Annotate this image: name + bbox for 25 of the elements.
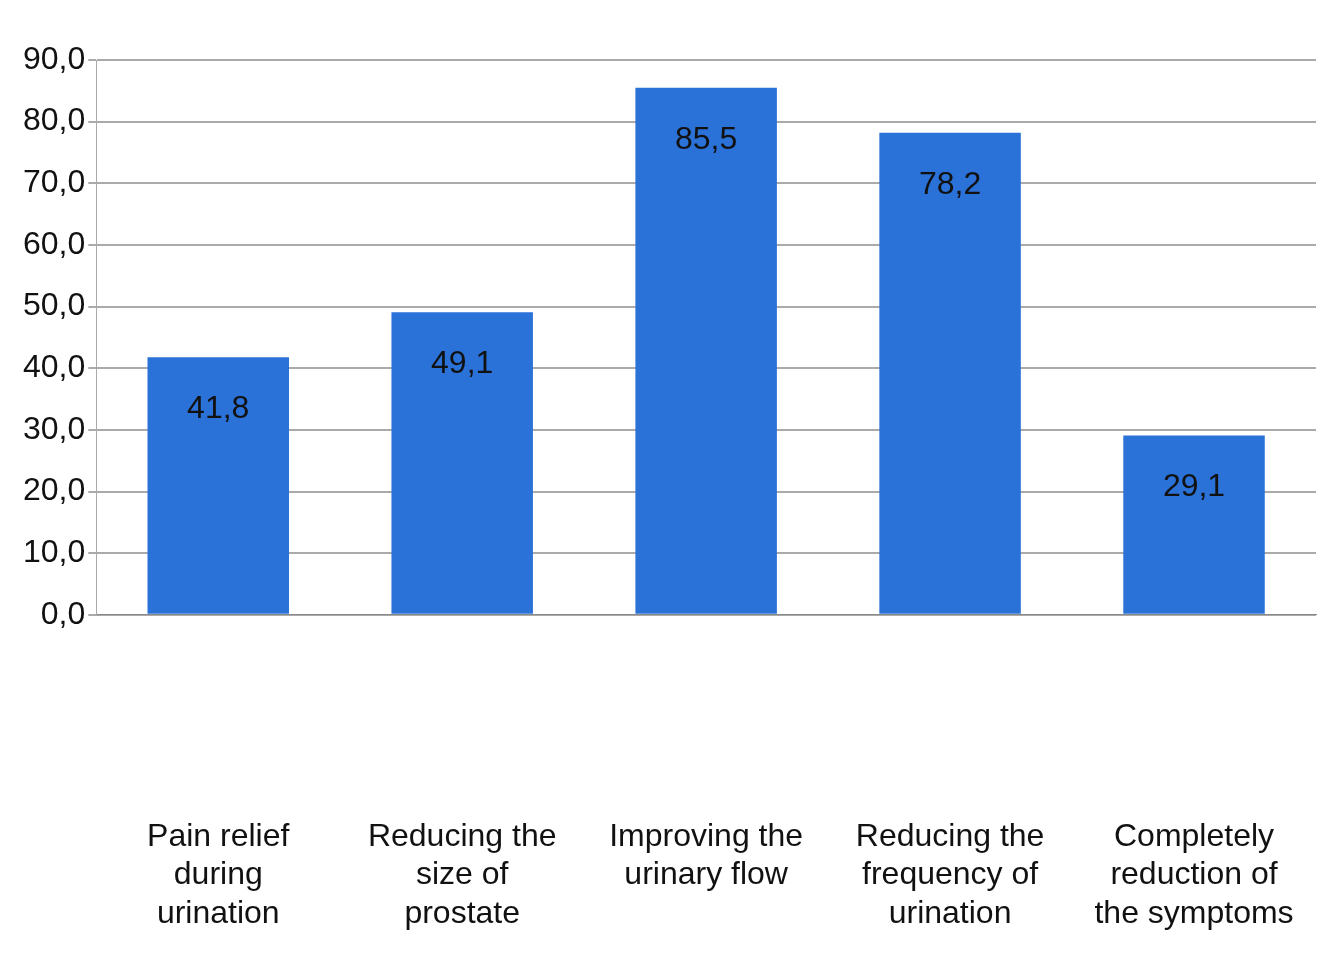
data-label: 29,1 — [1162, 467, 1226, 504]
data-label: 78,2 — [918, 164, 982, 201]
y-tick-label: 90,0 — [23, 39, 86, 76]
y-tick-label: 50,0 — [23, 286, 86, 323]
y-tick-label: 20,0 — [23, 471, 86, 508]
bar — [1123, 435, 1265, 614]
bar — [879, 132, 1021, 614]
x-tick-label: Completely reduction of the symptoms — [1094, 816, 1294, 930]
data-label: 41,8 — [187, 388, 250, 425]
x-tick-label: Improving the urinary flow — [609, 816, 804, 892]
y-tick-label: 60,0 — [23, 224, 86, 261]
x-tick-label: Reducing the frequency of urination — [855, 816, 1045, 930]
y-tick-label: 40,0 — [23, 348, 86, 385]
bar — [635, 87, 777, 614]
bar — [147, 357, 289, 614]
x-tick-label: Pain relief during urination — [147, 816, 290, 930]
x-tick-label: Reducing the size of prostate — [367, 816, 557, 930]
data-label: 85,5 — [675, 119, 738, 156]
y-tick-label: 0,0 — [40, 594, 86, 631]
y-tick-label: 30,0 — [23, 409, 86, 446]
data-label: 49,1 — [431, 343, 494, 380]
bar — [391, 312, 533, 614]
y-tick-label: 10,0 — [23, 532, 86, 569]
y-tick-label: 80,0 — [23, 101, 86, 138]
y-tick-label: 70,0 — [23, 163, 86, 200]
